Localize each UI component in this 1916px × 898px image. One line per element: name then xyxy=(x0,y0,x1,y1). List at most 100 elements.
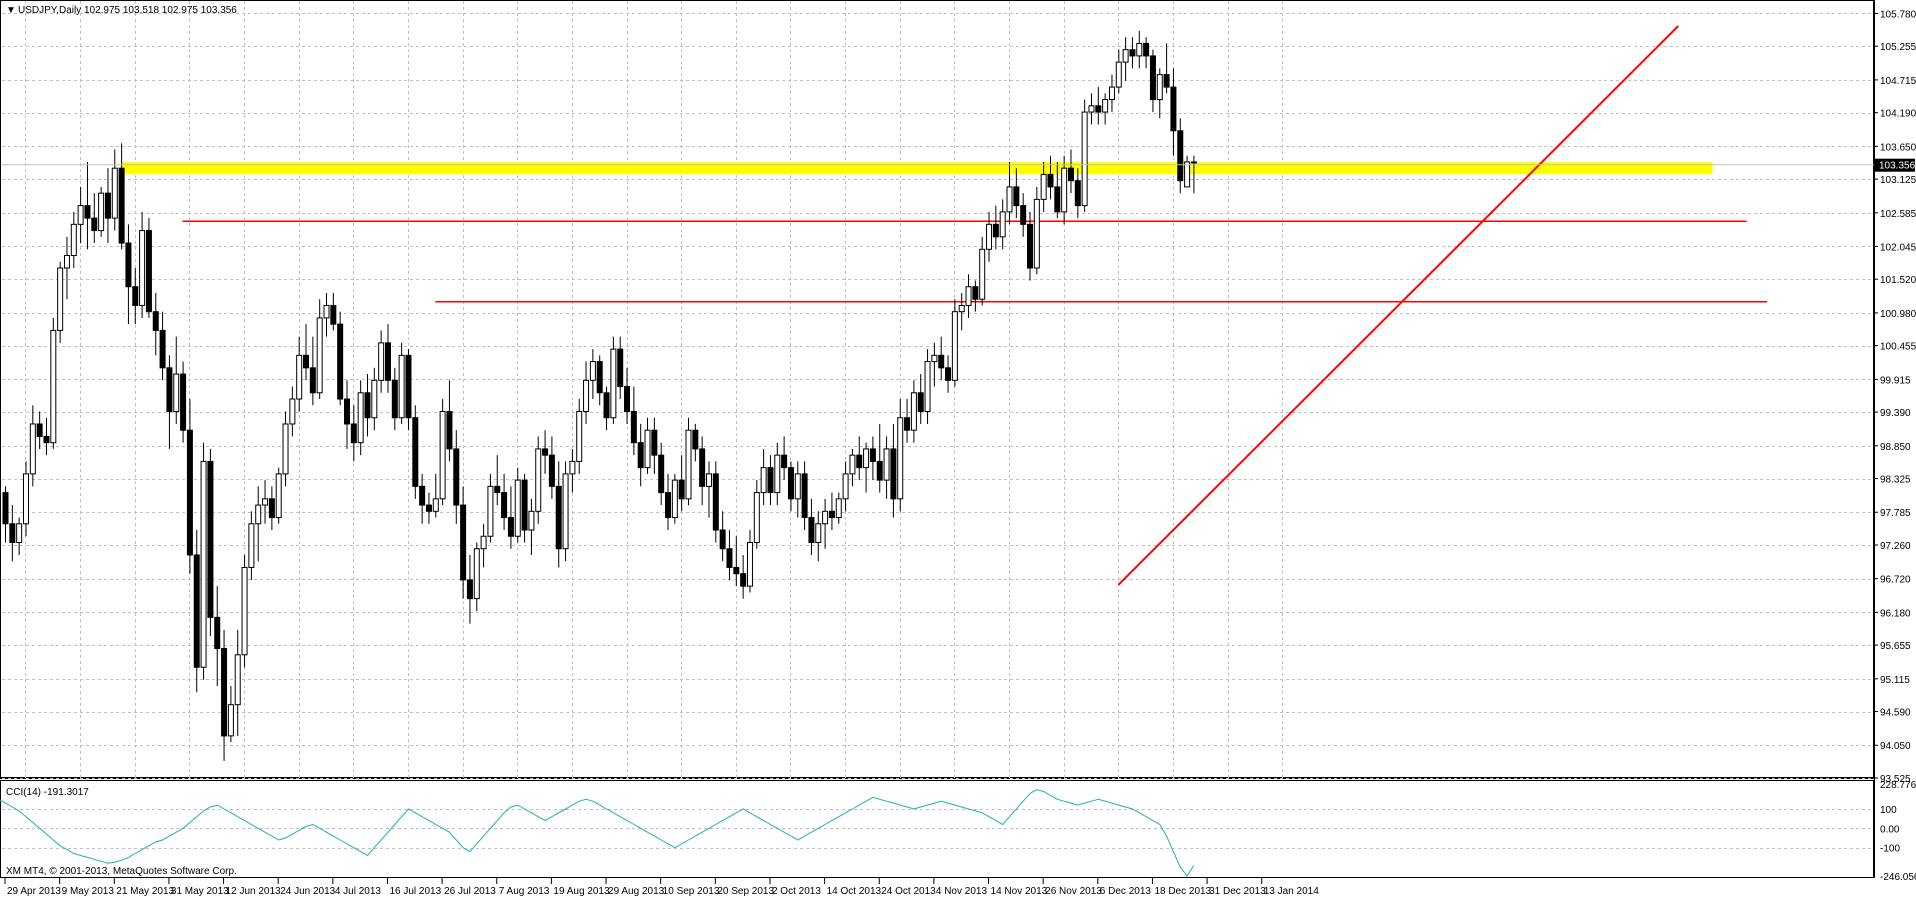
candle-body-up xyxy=(514,479,521,537)
candle xyxy=(1047,155,1054,200)
candle-body-down xyxy=(876,460,883,481)
candle xyxy=(603,386,610,431)
candle-body-down xyxy=(624,386,631,412)
candle xyxy=(432,473,439,518)
candle-body-down xyxy=(733,566,740,575)
candle xyxy=(876,423,883,493)
candle-body-down xyxy=(391,379,398,419)
time-tick-label: 18 Dec 2013 xyxy=(1154,886,1211,897)
price-tick-label: 97.785 xyxy=(1880,508,1911,519)
time-tick-label: 6 Dec 2013 xyxy=(1100,886,1152,897)
candle xyxy=(104,168,111,244)
candle xyxy=(425,492,432,524)
candle xyxy=(221,629,228,761)
candle-body-up xyxy=(241,566,248,656)
candle-body-up xyxy=(1122,49,1129,63)
candle xyxy=(193,530,200,693)
price-tick-label: 99.390 xyxy=(1880,408,1911,419)
cci-line xyxy=(0,789,1195,877)
candle-body-up xyxy=(50,329,57,444)
candle-body-down xyxy=(104,192,111,219)
candle xyxy=(596,355,603,406)
candle xyxy=(1061,155,1068,225)
price-tick-label: 94.050 xyxy=(1880,741,1911,752)
candle-body-down xyxy=(125,242,132,288)
candle-body-down xyxy=(856,454,863,469)
trendline[interactable] xyxy=(1117,25,1680,586)
candle-body-down xyxy=(350,423,357,444)
candle xyxy=(473,542,480,612)
resistance-zone[interactable] xyxy=(121,162,1713,175)
candle xyxy=(309,336,316,406)
time-tick-label: 24 Jun 2013 xyxy=(280,886,335,897)
candle xyxy=(487,473,494,543)
candle xyxy=(494,455,501,506)
price-tick-label: 98.850 xyxy=(1880,442,1911,453)
candle-body-down xyxy=(84,205,91,219)
candle xyxy=(1067,149,1074,194)
candle-body-up xyxy=(357,392,364,444)
candle-body-up xyxy=(583,379,590,412)
candle-body-down xyxy=(221,648,228,737)
candle-body-up xyxy=(774,454,781,494)
candle-body-down xyxy=(309,367,316,394)
candle-body-down xyxy=(412,417,419,487)
price-axis-ticks: 105.780 105.255 104.715 104.190 103.650 103.1… xyxy=(1874,9,1916,785)
candle-body-up xyxy=(849,454,856,475)
candle-body-down xyxy=(890,448,897,500)
candle xyxy=(637,423,644,487)
candle-body-up xyxy=(685,429,692,500)
candle xyxy=(207,448,214,637)
time-tick-label: 29 Aug 2013 xyxy=(608,886,665,897)
candle xyxy=(904,399,911,443)
candle xyxy=(391,367,398,431)
candle-body-down xyxy=(712,473,719,531)
candle xyxy=(774,442,781,506)
candle xyxy=(214,586,221,686)
candle-body-up xyxy=(63,255,70,269)
chart-dropdown-icon[interactable]: ▼ xyxy=(6,5,16,16)
time-tick-label: 4 Jul 2013 xyxy=(335,886,382,897)
time-tick-label: 19 Aug 2013 xyxy=(553,886,610,897)
candle xyxy=(726,530,733,580)
candle-body-up xyxy=(282,423,289,475)
candle xyxy=(624,367,631,424)
candle xyxy=(665,473,672,531)
candle-body-up xyxy=(29,423,36,475)
time-tick-label: 9 May 2013 xyxy=(62,886,115,897)
candle xyxy=(910,380,917,443)
cci-tick-label: -246.0566 xyxy=(1880,872,1916,883)
symbol-line: USDJPY,Daily 102.975 103.518 102.975 103… xyxy=(18,5,237,16)
candle xyxy=(63,236,70,300)
candle xyxy=(439,399,446,506)
candle-body-up xyxy=(842,473,849,500)
candle-body-up xyxy=(398,354,405,419)
candle-body-up xyxy=(1040,173,1047,200)
candle-body-down xyxy=(405,354,412,419)
last-price-label: 103.356 xyxy=(1879,161,1916,172)
candle xyxy=(70,211,77,269)
candle xyxy=(241,554,248,668)
candle-body-down xyxy=(1013,186,1020,207)
candle xyxy=(111,149,118,231)
candle xyxy=(227,685,234,743)
candle-body-up xyxy=(173,373,180,412)
candle-body-up xyxy=(487,485,494,537)
candle-body-down xyxy=(938,354,945,369)
candle xyxy=(1170,68,1177,156)
time-tick-label: 20 Sep 2013 xyxy=(717,886,774,897)
candle-body-up xyxy=(794,473,801,500)
candle-body-up xyxy=(815,523,822,544)
candle-body-down xyxy=(869,448,876,462)
candle xyxy=(658,442,665,506)
price-tick-label: 100.980 xyxy=(1880,309,1916,320)
candle-body-down xyxy=(1020,205,1027,225)
candle xyxy=(583,361,590,424)
candle-body-down xyxy=(972,286,979,300)
candle xyxy=(651,417,658,474)
candle-body-up xyxy=(70,223,77,257)
candle-body-up xyxy=(111,167,118,219)
candle xyxy=(979,236,986,306)
candle xyxy=(986,211,993,262)
